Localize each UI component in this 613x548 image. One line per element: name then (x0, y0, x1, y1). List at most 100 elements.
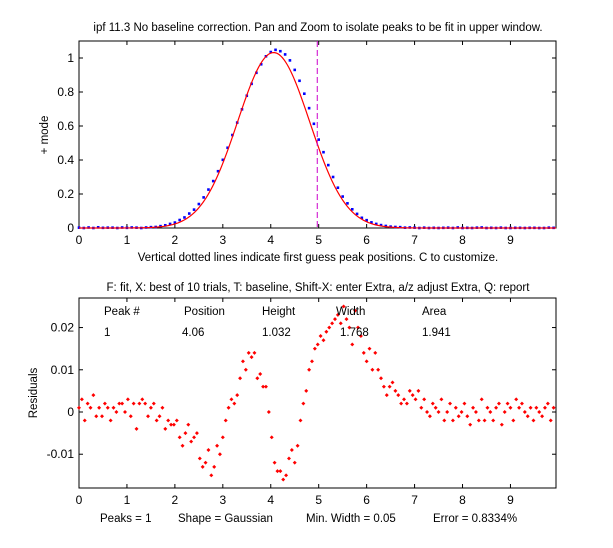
data-point (269, 50, 273, 54)
residual-point (364, 359, 369, 364)
y-tick-label: 0 (67, 221, 74, 235)
residual-point (240, 359, 245, 364)
residual-point (312, 346, 317, 351)
residual-point (189, 439, 194, 444)
residual-point (356, 325, 360, 330)
residual-point (140, 397, 145, 402)
data-point (216, 169, 220, 173)
table-cell-area: 1.941 (422, 327, 451, 339)
residual-point (200, 464, 205, 469)
table-cell-position: 4.06 (182, 327, 204, 339)
table-header-position: Position (184, 306, 225, 318)
residual-point (439, 397, 444, 402)
residual-point (272, 460, 277, 465)
data-point (231, 133, 234, 137)
y-tick-label: 0.8 (57, 85, 74, 99)
upper-xlabel: Vertical dotted lines indicate first gue… (138, 252, 499, 264)
data-point (298, 79, 301, 83)
data-point (370, 221, 373, 224)
data-point (326, 163, 330, 167)
x-tick-label: 9 (507, 233, 514, 247)
status-line: Peaks = 1 Shape = Gaussian Min. Width = … (100, 513, 517, 525)
data-point (365, 218, 368, 222)
residual-point (235, 393, 240, 398)
y-tick-label: 0.02 (51, 321, 75, 335)
residual-point (97, 405, 102, 410)
y-tick-label: -0.01 (47, 447, 75, 461)
data-point (221, 158, 225, 162)
x-tick-label: 6 (363, 493, 370, 507)
results-table: Peak # Position Height Width Area 1 4.06… (104, 306, 451, 339)
upper-ticks: 0 1 2 3 4 5 6 7 8 9 0 0.2 0.4 0.6 0.8 1 (57, 41, 556, 247)
data-point (283, 53, 287, 56)
data-point (187, 212, 191, 215)
x-tick-label: 4 (267, 493, 274, 507)
residual-point (91, 393, 96, 398)
data-point (259, 62, 263, 66)
residual-point (171, 422, 176, 427)
residual-point (263, 384, 268, 389)
residual-point (157, 414, 162, 419)
x-tick-label: 1 (124, 233, 131, 247)
residual-point (407, 388, 412, 393)
residual-point (416, 388, 421, 393)
residual-point (427, 414, 432, 419)
x-tick-label: 0 (76, 493, 83, 507)
residual-point (131, 401, 136, 406)
x-tick-label: 3 (219, 493, 226, 507)
table-header-width: Width (336, 306, 365, 318)
y-tick-label: 0.4 (57, 153, 74, 167)
table-header-area: Area (422, 306, 447, 318)
x-tick-label: 2 (172, 493, 179, 507)
data-point (384, 224, 388, 228)
x-tick-label: 1 (124, 493, 131, 507)
x-tick-label: 3 (219, 233, 226, 247)
residual-point (134, 426, 139, 431)
residual-point (502, 410, 507, 414)
residual-point (393, 388, 398, 393)
table-cell-width: 1.768 (340, 327, 369, 339)
lower-axes-box (78, 297, 557, 489)
data-point (168, 222, 172, 226)
residual-point (160, 405, 165, 410)
data-point (331, 175, 335, 179)
residual-point (166, 418, 171, 423)
residual-point (499, 422, 504, 427)
status-error: Error = 0.8334% (433, 513, 517, 525)
data-point (312, 122, 316, 126)
data-point (303, 92, 306, 95)
data-point (350, 208, 354, 211)
x-tick-label: 0 (76, 233, 83, 247)
data-point (293, 68, 297, 72)
lower-ticks: 0 1 2 3 4 5 6 7 8 9 -0.01 0 0.01 0.02 (47, 298, 556, 507)
residual-point (223, 418, 228, 423)
data-point (288, 59, 292, 62)
data-point (163, 223, 167, 227)
residual-point (169, 422, 174, 427)
residual-point (229, 397, 234, 402)
status-shape: Shape = Gaussian (178, 513, 273, 525)
lower-title: F: fit, X: best of 10 trials, T: baselin… (107, 282, 531, 294)
residual-point (353, 308, 358, 313)
y-tick-label: 0.6 (57, 119, 74, 133)
residual-point (433, 405, 438, 410)
x-tick-label: 7 (411, 493, 418, 507)
data-point (355, 212, 359, 216)
residual-point (373, 350, 378, 355)
residual-point (422, 397, 427, 402)
data-point (192, 208, 196, 211)
residual-point (203, 460, 208, 465)
residual-point (117, 401, 122, 406)
data-point (336, 186, 340, 190)
residual-point (177, 435, 182, 440)
residual-point (111, 405, 116, 410)
upper-signal-panel: ipf 11.3 No baseline correction. Pan and… (39, 22, 557, 264)
residual-point (370, 367, 375, 372)
residual-point (192, 435, 197, 440)
residual-point (287, 456, 291, 461)
data-point (341, 195, 344, 198)
x-tick-label: 8 (459, 493, 466, 507)
residual-point (261, 384, 266, 389)
